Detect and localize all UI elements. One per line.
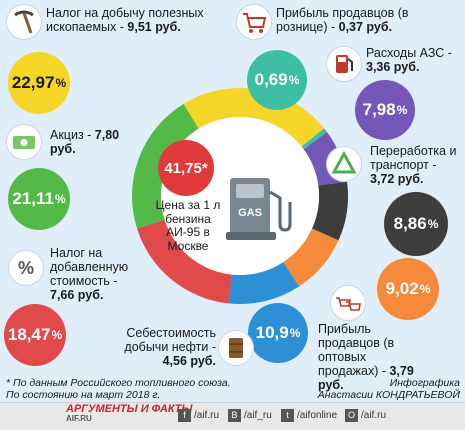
percent-sign: % (289, 326, 301, 340)
center-caption: Цена за 1 л бензина АИ-95 в Москве (152, 198, 224, 253)
facebook-icon: f (178, 408, 191, 422)
percent-value-wholesale: 9,02 (385, 279, 419, 298)
percent-sign: % (427, 217, 439, 231)
percent-value-cost: 10,9 (255, 323, 289, 342)
percent-circle-retail: 0,69% (247, 50, 307, 110)
social-handle: /aif.ru (194, 409, 220, 421)
percent-circle-ndpi: 22,97% (8, 52, 70, 114)
label-nds-text: Налог на добавленную стоимость (50, 246, 129, 288)
center-caption-text: Цена за 1 л бензина АИ-95 в Москве (155, 198, 221, 253)
social-vk[interactable]: B/aif_ru (228, 407, 272, 423)
percent-value-retail: 0,69 (254, 70, 288, 89)
label-transport: Переработка и транспорт - 3,72 руб. (370, 144, 457, 186)
oil-barrel-icon (218, 330, 254, 366)
footnote-line-1: * По данным Российского топливного союза… (6, 377, 231, 389)
percent-circle-wholesale: 9,02% (377, 258, 439, 320)
label-akciz-amount: 7,80 руб. (50, 128, 120, 156)
label-azs-text: Расходы АЗС (366, 46, 445, 60)
social-handle: /aif.ru (361, 409, 387, 421)
credit-line-1: Инфографика (389, 377, 460, 389)
social-facebook[interactable]: f/aif.ru (178, 407, 219, 423)
twitter-icon: t (281, 408, 294, 422)
publisher-logo-text: АРГУМЕНТЫ И ФАКТЫ (66, 403, 193, 415)
label-retail: Прибыль продавцов (в рознице) - 0,37 руб… (276, 6, 409, 34)
percent-sign: % (55, 76, 67, 90)
ring-segment-nds (137, 219, 232, 304)
cash-icon (6, 124, 42, 160)
percent-circle-cost: 10,9% (248, 303, 308, 363)
label-retail-amount: 0,37 руб. (338, 20, 393, 34)
percent-sign: % (396, 103, 408, 117)
label-transport-amount: 3,72 руб. (370, 172, 424, 186)
ring-segment-wholesale (283, 228, 339, 287)
percent-circle-azs: 7,98% (355, 80, 415, 140)
percent-value-nds: 18,47 (7, 325, 51, 344)
label-nds-amount: 7,66 руб. (50, 288, 104, 302)
label-ndpi: Налог на добычу полезных ископаемых - 9,… (46, 6, 204, 34)
publisher-logo-site: AIF.RU (66, 414, 92, 423)
gas-station-icon (326, 46, 362, 82)
percent-value-azs: 7,98 (362, 100, 396, 119)
percent-circle-akciz: 21,11% (8, 168, 70, 230)
percent-circle-nds: 18,47% (4, 304, 66, 366)
wholesale-carts-icon (330, 285, 366, 321)
gas-text: GAS (238, 207, 262, 219)
footnote: * По данным Российского топливного союза… (6, 377, 266, 401)
fuel-pump-icon: GAS (226, 178, 292, 240)
publisher-logo[interactable]: АРГУМЕНТЫ И ФАКТЫ AIF.RU (66, 404, 192, 424)
label-wholesale-amount: 3,79 руб. (318, 364, 414, 392)
social-twitter[interactable]: t/aifonline (281, 407, 337, 423)
label-akciz-text: Акциз (50, 128, 84, 142)
label-wholesale-text: Прибыль продавцов (в оптовых продажах) (318, 322, 395, 378)
label-retail-text: Прибыль продавцов (в рознице) (276, 6, 409, 34)
social-ok[interactable]: O/aif.ru (345, 407, 386, 423)
ring-segment-cost (228, 262, 300, 304)
label-akciz: Акциз - 7,80 руб. (50, 128, 120, 156)
recycle-icon (326, 146, 362, 182)
percent-icon: % (8, 250, 44, 286)
social-handle: /aifonline (297, 409, 338, 421)
credit: Инфографика Анастасии КОНДРАТЬЕВОЙ (280, 377, 460, 401)
label-transport-text: Переработка и транспорт (370, 144, 457, 172)
social-handle: /aif_ru (244, 409, 272, 421)
footnote-line-2: По состоянию на март 2018 г. (6, 389, 161, 401)
percent-sign: % (51, 328, 63, 342)
pickaxe-icon (6, 4, 42, 40)
percent-value-akciz: 21,11 (12, 189, 54, 208)
ring-segment-retail (301, 128, 327, 150)
percent-sign: % (54, 192, 66, 206)
percent-value-transport: 8,86 (393, 214, 427, 233)
label-azs: Расходы АЗС - 3,36 руб. (366, 46, 452, 74)
ring-segment-transport (312, 181, 348, 241)
label-ndpi-text: Налог на добычу полезных ископаемых (46, 6, 204, 34)
vk-icon: B (228, 408, 241, 422)
label-cost-text: Себестоимость добычи нефти (124, 326, 216, 354)
percent-circle-transport: 8,86% (384, 192, 448, 256)
svg-text:%: % (18, 258, 34, 278)
label-cost-amount: 4,56 руб. (162, 354, 216, 368)
label-cost: Себестоимость добычи нефти - 4,56 руб. (124, 326, 216, 368)
total-price-value: 41,75* (164, 159, 208, 177)
label-wholesale: Прибыль продавцов (в оптовых продажах) -… (318, 322, 414, 392)
percent-sign: % (288, 73, 300, 87)
label-ndpi-amount: 9,51 руб. (127, 20, 181, 34)
total-price-circle: 41,75* (158, 140, 214, 196)
odnoklassniki-icon: O (345, 408, 358, 422)
label-nds: Налог на добавленную стоимость - 7,66 ру… (50, 246, 129, 302)
shopping-cart-icon (236, 4, 272, 40)
credit-line-2: Анастасии КОНДРАТЬЕВОЙ (317, 389, 460, 401)
percent-sign: % (419, 282, 431, 296)
percent-value-ndpi: 22,97 (11, 73, 55, 92)
label-azs-amount: 3,36 руб. (366, 60, 420, 74)
